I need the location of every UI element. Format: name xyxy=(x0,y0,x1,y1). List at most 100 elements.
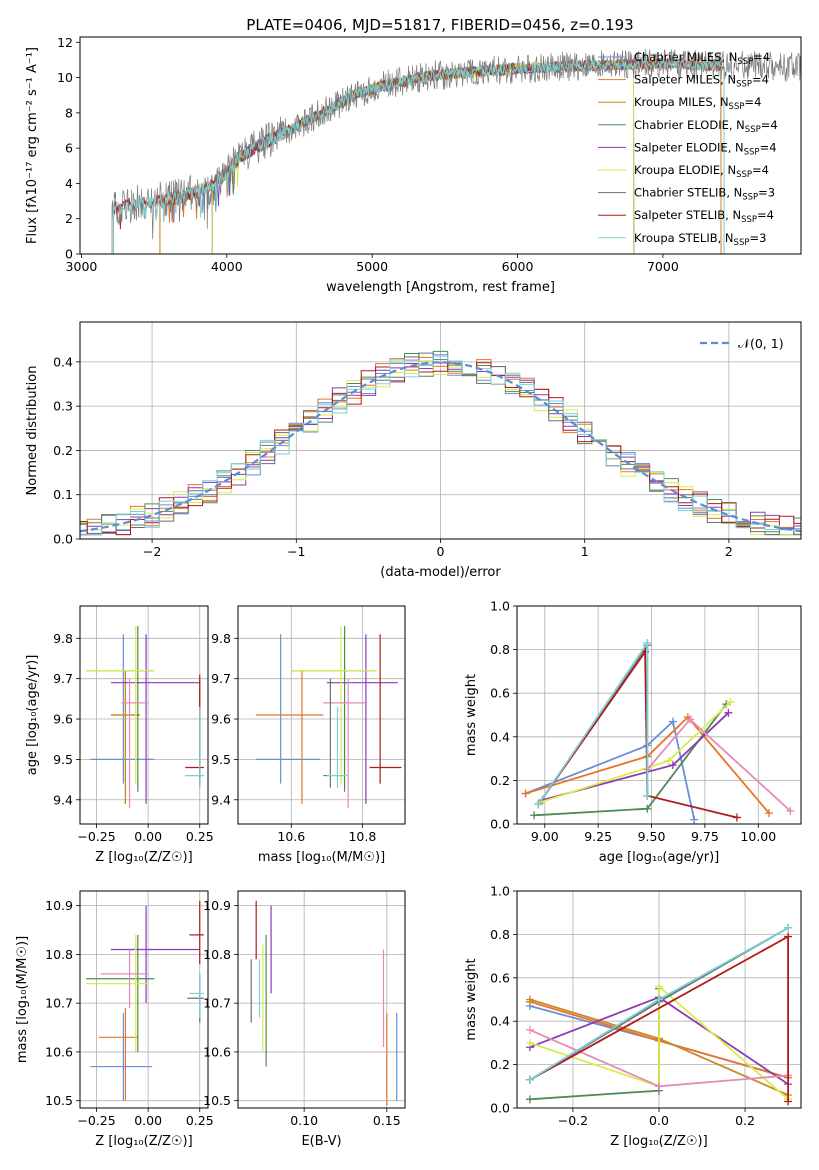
x-tick-label: 9.00 xyxy=(531,829,559,844)
marker-kroupa_elodie xyxy=(655,982,663,991)
y-tick-label: 0.2 xyxy=(490,773,510,788)
marker-kroupa_elodie xyxy=(525,1038,534,1047)
age_vs_mass-axes: 10.6 10.8 9.4 9.5 9.6 9.7 9.8 mass [log₁₀(M/M☉)… xyxy=(211,606,405,865)
x-tick-label: 10.8 xyxy=(348,829,376,844)
x-tick-label: 0.15 xyxy=(373,1113,401,1128)
line-salpeter_stelib xyxy=(537,649,738,819)
line-chabrier_elodie xyxy=(534,703,728,817)
massweight_vs_Z-lines xyxy=(525,923,793,1106)
y-tick-label: 0.4 xyxy=(490,1014,510,1029)
spectrum-axes: 3000 4000 5000 6000 7000 0 2 4 6 8 10 12 wavelength … xyxy=(25,35,679,295)
axes-frame xyxy=(237,890,406,1109)
y-axis-label: mass weight xyxy=(464,958,479,1040)
axes-frame xyxy=(516,890,802,1109)
mass_vs_ebv-points xyxy=(250,900,398,1106)
y-tick-label: 10 xyxy=(57,70,73,85)
y-axis-label: age [log₁₀(age/yr)] xyxy=(25,655,40,776)
model-line-kroupa_elodie xyxy=(211,59,635,254)
y-tick-label: 9.6 xyxy=(53,712,73,727)
x-tick-label: 0.0 xyxy=(649,1113,669,1128)
age_vs_Z-axes: −0.25 0.00 0.25 9.4 9.5 9.6 9.7 9.8 Z [log₁₀(Z/Z… xyxy=(25,606,214,865)
histogram-salpeter_stelib xyxy=(80,362,801,536)
y-tick-label: 0 xyxy=(65,247,73,262)
x-axis-label: mass [log₁₀(M/M☉)] xyxy=(258,850,385,865)
x-tick-label: 4000 xyxy=(211,259,243,274)
figure-title: PLATE=0406, MJD=51817, FIBERID=0456, z=0… xyxy=(246,16,633,34)
age_vs_Z-points xyxy=(86,626,204,808)
x-axis-label: E(B-V) xyxy=(301,1134,341,1149)
y-tick-label: 8 xyxy=(65,105,73,120)
marker-kroupa_stelib xyxy=(525,1075,534,1084)
x-axis-label: Z [log₁₀(Z/Z☉)] xyxy=(95,1134,192,1149)
x-tick-label: 0 xyxy=(437,544,445,559)
y-tick-label: 1.0 xyxy=(490,884,510,899)
axes-frame xyxy=(516,605,802,825)
x-tick-label: −0.2 xyxy=(558,1113,588,1128)
x-tick-label: 9.25 xyxy=(584,829,612,844)
x-tick-label: 0.25 xyxy=(186,1113,214,1128)
mass_vs_Z-axes: −0.25 0.00 0.25 10.5 10.6 10.7 10.8 10.9 Z [log₁… xyxy=(15,891,214,1149)
x-tick-label: 1 xyxy=(581,544,589,559)
marker-pink xyxy=(525,1025,534,1034)
y-tick-label: 10.6 xyxy=(45,1044,73,1059)
y-tick-label: 10.8 xyxy=(45,947,73,962)
y-tick-label: 10.7 xyxy=(45,996,73,1011)
y-tick-label: 2 xyxy=(65,211,73,226)
legend-label-salpeter_elodie: Salpeter ELODIE, NSSP=4 xyxy=(634,140,777,157)
x-tick-label: −1 xyxy=(287,544,305,559)
residual-histograms xyxy=(80,350,801,536)
y-tick-label: 9.5 xyxy=(211,752,231,767)
y-axis-label: mass weight xyxy=(464,674,479,756)
marker-chabrier_elodie xyxy=(643,804,652,813)
marker-kroupa_stelib xyxy=(784,923,793,932)
normal-curve xyxy=(80,361,801,533)
axes-frame xyxy=(237,605,406,825)
marker-chabrier_miles xyxy=(690,815,699,824)
y-tick-label: 10.9 xyxy=(45,898,73,913)
x-tick-label: 10.00 xyxy=(740,829,776,844)
axes-frame xyxy=(79,36,802,255)
x-tick-label: 9.50 xyxy=(638,829,666,844)
model-line-salpeter_elodie xyxy=(211,59,635,254)
x-axis-label: Z [log₁₀(Z/Z☉)] xyxy=(610,1134,707,1149)
line-salpeter_miles xyxy=(525,715,770,814)
x-tick-label: 9.75 xyxy=(691,829,719,844)
marker-kroupa_stelib xyxy=(534,800,543,809)
y-tick-label: 0.6 xyxy=(490,970,510,985)
marker-chabrier_elodie xyxy=(525,1095,534,1104)
x-tick-label: −0.25 xyxy=(77,1113,115,1128)
marker-chabrier_elodie xyxy=(530,811,539,820)
x-tick-label: 3000 xyxy=(66,259,98,274)
spectrum-legend: Chabrier MILES, NSSP=4 Salpeter MILES, NS… xyxy=(598,50,778,248)
y-axis-label: Flux [fλ10⁻¹⁷ erg cm⁻² s⁻¹ A⁻¹] xyxy=(25,47,40,244)
y-tick-label: 0.6 xyxy=(490,686,510,701)
legend-label-kroupa_stelib: Kroupa STELIB, NSSP=3 xyxy=(634,231,766,248)
line-chabrier_miles xyxy=(525,719,696,820)
y-tick-label: 12 xyxy=(57,35,73,50)
x-tick-label: −0.25 xyxy=(77,829,115,844)
y-tick-label: 10.8 xyxy=(203,947,231,962)
y-tick-label: 4 xyxy=(65,176,73,191)
axes-frame xyxy=(79,605,209,825)
massweight_vs_age-axes: 9.00 9.25 9.50 9.75 10.00 0.0 0.2 0.4 0.6 0.8 1.0 a… xyxy=(464,599,801,865)
line-pink xyxy=(646,718,791,812)
histogram-kroupa_elodie xyxy=(80,360,801,536)
marker-salpeter_miles xyxy=(521,789,530,798)
y-tick-label: 6 xyxy=(65,141,73,156)
x-tick-label: 0.00 xyxy=(134,1113,162,1128)
x-axis-label: (data-model)/error xyxy=(380,565,501,580)
x-tick-label: −2 xyxy=(143,544,161,559)
line-kroupa_elodie xyxy=(540,701,732,804)
y-axis-label: Normed distribution xyxy=(25,366,40,496)
x-tick-label: 10.6 xyxy=(277,829,305,844)
spectrum-lines xyxy=(111,48,801,254)
legend-label-normal: 𝒩(0, 1) xyxy=(738,336,784,351)
marker-salpeter_stelib xyxy=(784,932,793,941)
y-tick-label: 0.8 xyxy=(490,642,510,657)
y-tick-label: 10.5 xyxy=(45,1093,73,1108)
y-tick-label: 9.4 xyxy=(211,792,231,807)
marker-kroupa_elodie xyxy=(664,756,673,765)
marker-salpeter_stelib xyxy=(732,813,741,822)
x-tick-label: 2 xyxy=(725,544,733,559)
legend-label-salpeter_miles: Salpeter MILES, NSSP=4 xyxy=(634,73,769,90)
